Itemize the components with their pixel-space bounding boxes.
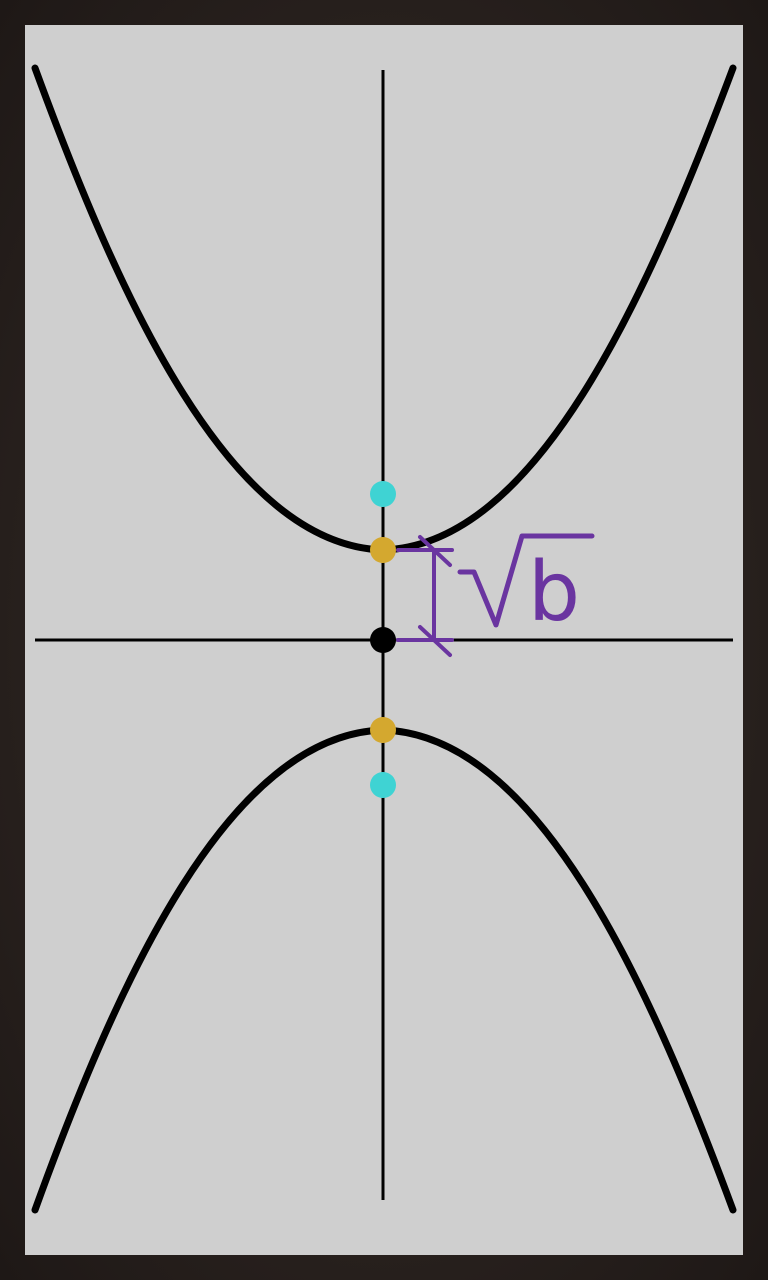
lower-vertex-point <box>370 717 396 743</box>
lower-focus-point <box>370 772 396 798</box>
sqrt-b-label: b <box>457 533 595 640</box>
square-root-symbol <box>457 533 595 628</box>
upper-vertex-point <box>370 537 396 563</box>
center-point <box>370 627 396 653</box>
sqrt-radicand: b <box>528 545 580 640</box>
upper-focus-point <box>370 481 396 507</box>
measurement-bracket <box>396 535 454 657</box>
